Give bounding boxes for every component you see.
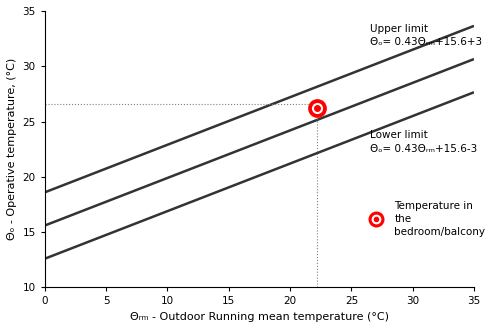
- Text: Temperature in
the
bedroom/balcony: Temperature in the bedroom/balcony: [394, 201, 486, 237]
- Text: Upper limit
Θₒ= 0.43Θᵣₘ+15.6+3: Upper limit Θₒ= 0.43Θᵣₘ+15.6+3: [370, 24, 482, 47]
- Text: Lower limit
Θₒ= 0.43Θᵣₘ+15.6-3: Lower limit Θₒ= 0.43Θᵣₘ+15.6-3: [370, 130, 477, 154]
- Y-axis label: Θₒ - Operative temperature, (°C): Θₒ - Operative temperature, (°C): [7, 58, 17, 240]
- X-axis label: Θᵣₘ - Outdoor Running mean temperature (°C): Θᵣₘ - Outdoor Running mean temperature (…: [130, 312, 389, 322]
